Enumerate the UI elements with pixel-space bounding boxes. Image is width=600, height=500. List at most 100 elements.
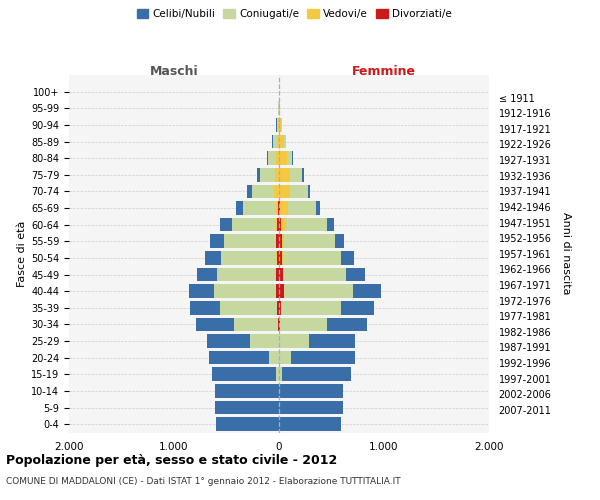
Bar [281,301,341,314]
Bar [279,201,280,215]
Bar [346,268,365,281]
Bar [278,118,279,132]
Bar [278,318,279,331]
Bar [281,218,286,232]
Bar [283,251,341,264]
Bar [272,134,274,148]
Bar [276,368,279,381]
Bar [287,152,292,165]
Bar [189,284,214,298]
Bar [279,301,281,314]
Bar [279,318,280,331]
Bar [274,184,278,198]
Bar [341,301,374,314]
Bar [283,268,284,281]
Bar [279,168,290,181]
Bar [288,201,316,215]
Bar [234,318,278,331]
Text: COMUNE DI MADDALONI (CE) - Dati ISTAT 1° gennaio 2012 - Elaborazione TUTTITALIA.: COMUNE DI MADDALONI (CE) - Dati ISTAT 1°… [6,478,401,486]
Bar [353,284,380,298]
Bar [276,284,279,298]
Bar [277,118,278,132]
Bar [220,218,232,232]
Bar [284,268,346,281]
Legend: Celibi/Nubili, Coniugati/e, Vedovi/e, Divorziati/e: Celibi/Nubili, Coniugati/e, Vedovi/e, Di… [133,5,455,24]
Bar [326,318,367,331]
Bar [236,201,244,215]
Bar [278,201,279,215]
Bar [280,201,288,215]
Bar [279,351,291,364]
Bar [250,334,278,348]
Bar [279,251,282,264]
Bar [282,251,283,264]
Bar [279,284,284,298]
Bar [190,301,220,314]
Bar [282,234,284,248]
Bar [283,368,350,381]
Bar [196,318,234,331]
Bar [302,168,304,181]
Bar [279,400,343,414]
Text: Femmine: Femmine [352,66,416,78]
Bar [220,301,277,314]
Bar [328,218,334,232]
Bar [291,351,355,364]
Bar [280,184,290,198]
Bar [277,218,279,232]
Bar [214,284,276,298]
Bar [269,351,279,364]
Bar [216,418,279,431]
Bar [290,168,302,181]
Bar [260,168,275,181]
Bar [277,251,279,264]
Bar [341,251,354,264]
Text: Maschi: Maschi [149,66,199,78]
Bar [284,134,286,148]
Bar [284,234,335,248]
Bar [279,152,287,165]
Bar [210,234,224,248]
Bar [268,152,276,165]
Bar [212,368,276,381]
Bar [279,268,283,281]
Bar [276,234,279,248]
Bar [290,184,308,198]
Bar [257,168,260,181]
Bar [215,400,279,414]
Bar [266,152,268,165]
Bar [279,118,281,132]
Bar [221,251,277,264]
Bar [275,268,279,281]
Bar [280,384,343,398]
Bar [277,301,279,314]
Bar [308,184,310,198]
Bar [247,184,252,198]
Bar [252,184,274,198]
Bar [224,234,275,248]
Bar [277,134,279,148]
Bar [280,318,326,331]
Y-axis label: Fasce di età: Fasce di età [17,220,27,287]
Text: Popolazione per età, sesso e stato civile - 2012: Popolazione per età, sesso e stato civil… [6,454,337,467]
Bar [335,234,344,248]
Bar [207,334,250,348]
Bar [279,234,282,248]
Bar [279,368,283,381]
Bar [276,152,279,165]
Bar [279,134,284,148]
Bar [215,384,278,398]
Bar [292,152,293,165]
Bar [274,134,277,148]
Bar [279,218,281,232]
Bar [316,201,320,215]
Bar [275,168,279,181]
Y-axis label: Anni di nascita: Anni di nascita [561,212,571,295]
Bar [217,268,275,281]
Bar [197,268,217,281]
Bar [280,334,309,348]
Bar [276,218,277,232]
Bar [244,201,276,215]
Bar [284,284,353,298]
Bar [309,334,355,348]
